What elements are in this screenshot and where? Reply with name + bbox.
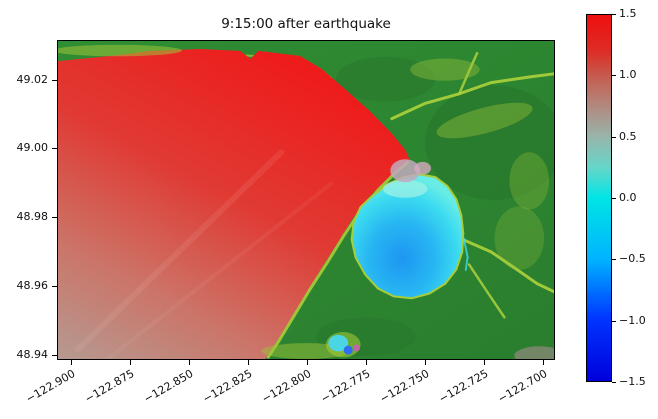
bay-outlet-sliver xyxy=(462,237,469,271)
river-channel-ne-branch xyxy=(458,51,479,96)
x-tick-mark xyxy=(248,360,250,365)
x-tick-label: −122.725 xyxy=(436,367,491,406)
y-tick-label: 49.02 xyxy=(16,72,49,86)
x-tick-mark xyxy=(425,360,427,365)
ocean-surface xyxy=(58,48,410,359)
x-tick-label: −122.900 xyxy=(23,367,78,406)
x-tick-label: −122.750 xyxy=(377,367,432,406)
x-tick-mark xyxy=(71,360,73,365)
x-tick-label: −122.825 xyxy=(200,367,255,406)
x-tick-label: −122.700 xyxy=(495,367,550,406)
land-shade-1 xyxy=(425,85,554,200)
colorbar-tick-mark xyxy=(612,136,616,138)
x-tick-mark xyxy=(543,360,545,365)
y-tick-label: 48.94 xyxy=(16,347,49,361)
y-tick-label: 48.96 xyxy=(16,279,49,293)
bay-drawdown xyxy=(350,173,465,300)
corner-rose-patch xyxy=(514,346,554,359)
wave-streak-2 xyxy=(105,182,333,359)
x-tick-label: −122.775 xyxy=(318,367,373,406)
y-tick-mark xyxy=(52,217,57,219)
colorbar-tick-label: 0.0 xyxy=(619,191,637,204)
creek-channel-se xyxy=(461,238,554,294)
creek-channel-se-branch xyxy=(467,263,506,319)
colorbar-tick-mark xyxy=(612,382,616,383)
colorbar-tick-mark xyxy=(612,75,616,77)
colorbar-tick-mark xyxy=(612,320,616,322)
river-channel-ne xyxy=(390,72,554,121)
colorbar-tick-label: −0.5 xyxy=(619,252,646,266)
bay-light-rim xyxy=(382,179,428,198)
colorbar-tick-mark xyxy=(612,198,616,199)
y-tick-label: 48.98 xyxy=(16,210,49,224)
colorbar-tick-label: 0.5 xyxy=(619,129,637,143)
wavefront-blob-1 xyxy=(390,159,421,183)
lowland-patch-2 xyxy=(509,152,550,210)
y-tick-mark xyxy=(52,79,57,81)
x-tick-mark xyxy=(130,360,132,365)
colorbar-tick-label: −1.0 xyxy=(619,313,646,327)
x-tick-label: −122.800 xyxy=(259,367,314,406)
x-tick-mark xyxy=(484,360,486,365)
x-tick-mark xyxy=(189,360,191,365)
wave-streak-1 xyxy=(74,149,285,353)
lowland-patch-6 xyxy=(494,206,545,270)
y-tick-mark xyxy=(52,354,57,356)
x-tick-label: −122.850 xyxy=(141,367,196,406)
x-tick-mark xyxy=(366,360,368,365)
x-tick-label: −122.875 xyxy=(82,367,137,406)
y-tick-label: 49.00 xyxy=(16,141,49,155)
colorbar-tick-label: 1.0 xyxy=(619,68,637,82)
land-shade-2 xyxy=(335,56,435,102)
x-tick-mark xyxy=(307,360,309,365)
colorbar-tick-mark xyxy=(612,259,616,261)
lowland-patch-1 xyxy=(436,102,533,139)
wavefront-blob-2 xyxy=(414,161,431,175)
colorbar-tick-label: 1.5 xyxy=(619,7,637,20)
pond-pink-dot xyxy=(353,344,361,352)
pond xyxy=(328,334,349,352)
colorbar xyxy=(586,14,612,382)
heatmap-plot-area xyxy=(57,40,555,360)
colorbar-tick-label: −1.5 xyxy=(619,375,646,388)
spit-beach-line xyxy=(266,160,410,359)
colorbar-tick-mark xyxy=(612,14,616,15)
y-tick-mark xyxy=(52,148,57,150)
chart-title: 9:15:00 after earthquake xyxy=(221,16,391,32)
pond-deep-dot xyxy=(343,345,353,355)
lowland-patch-4 xyxy=(58,44,182,57)
y-tick-mark xyxy=(52,286,57,288)
lowland-patch-3 xyxy=(410,58,480,81)
